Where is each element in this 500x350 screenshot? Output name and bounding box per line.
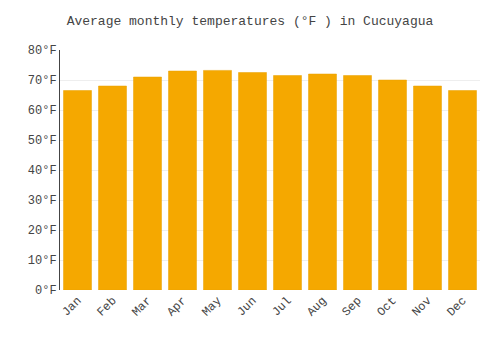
svg-text:80°F: 80°F [28,44,57,58]
svg-text:Nov: Nov [409,294,434,319]
svg-text:50°F: 50°F [28,134,57,148]
svg-text:Dec: Dec [444,294,469,319]
svg-text:60°F: 60°F [28,104,57,118]
svg-text:Jan: Jan [59,294,84,319]
svg-text:30°F: 30°F [28,194,57,208]
svg-text:Average monthly temperatures (: Average monthly temperatures (°F ) in Cu… [67,14,434,29]
svg-text:20°F: 20°F [28,224,57,238]
svg-text:0°F: 0°F [35,284,57,298]
svg-text:May: May [199,294,224,319]
svg-text:40°F: 40°F [28,164,57,178]
svg-text:Oct: Oct [374,294,399,319]
svg-text:Feb: Feb [94,294,119,319]
svg-text:Apr: Apr [164,294,189,319]
svg-text:Mar: Mar [129,294,154,319]
svg-text:Jul: Jul [269,294,294,319]
svg-text:Jun: Jun [234,294,259,319]
svg-text:10°F: 10°F [28,254,57,268]
svg-text:Sep: Sep [339,294,364,319]
svg-text:70°F: 70°F [28,74,57,88]
svg-text:Aug: Aug [304,294,329,319]
